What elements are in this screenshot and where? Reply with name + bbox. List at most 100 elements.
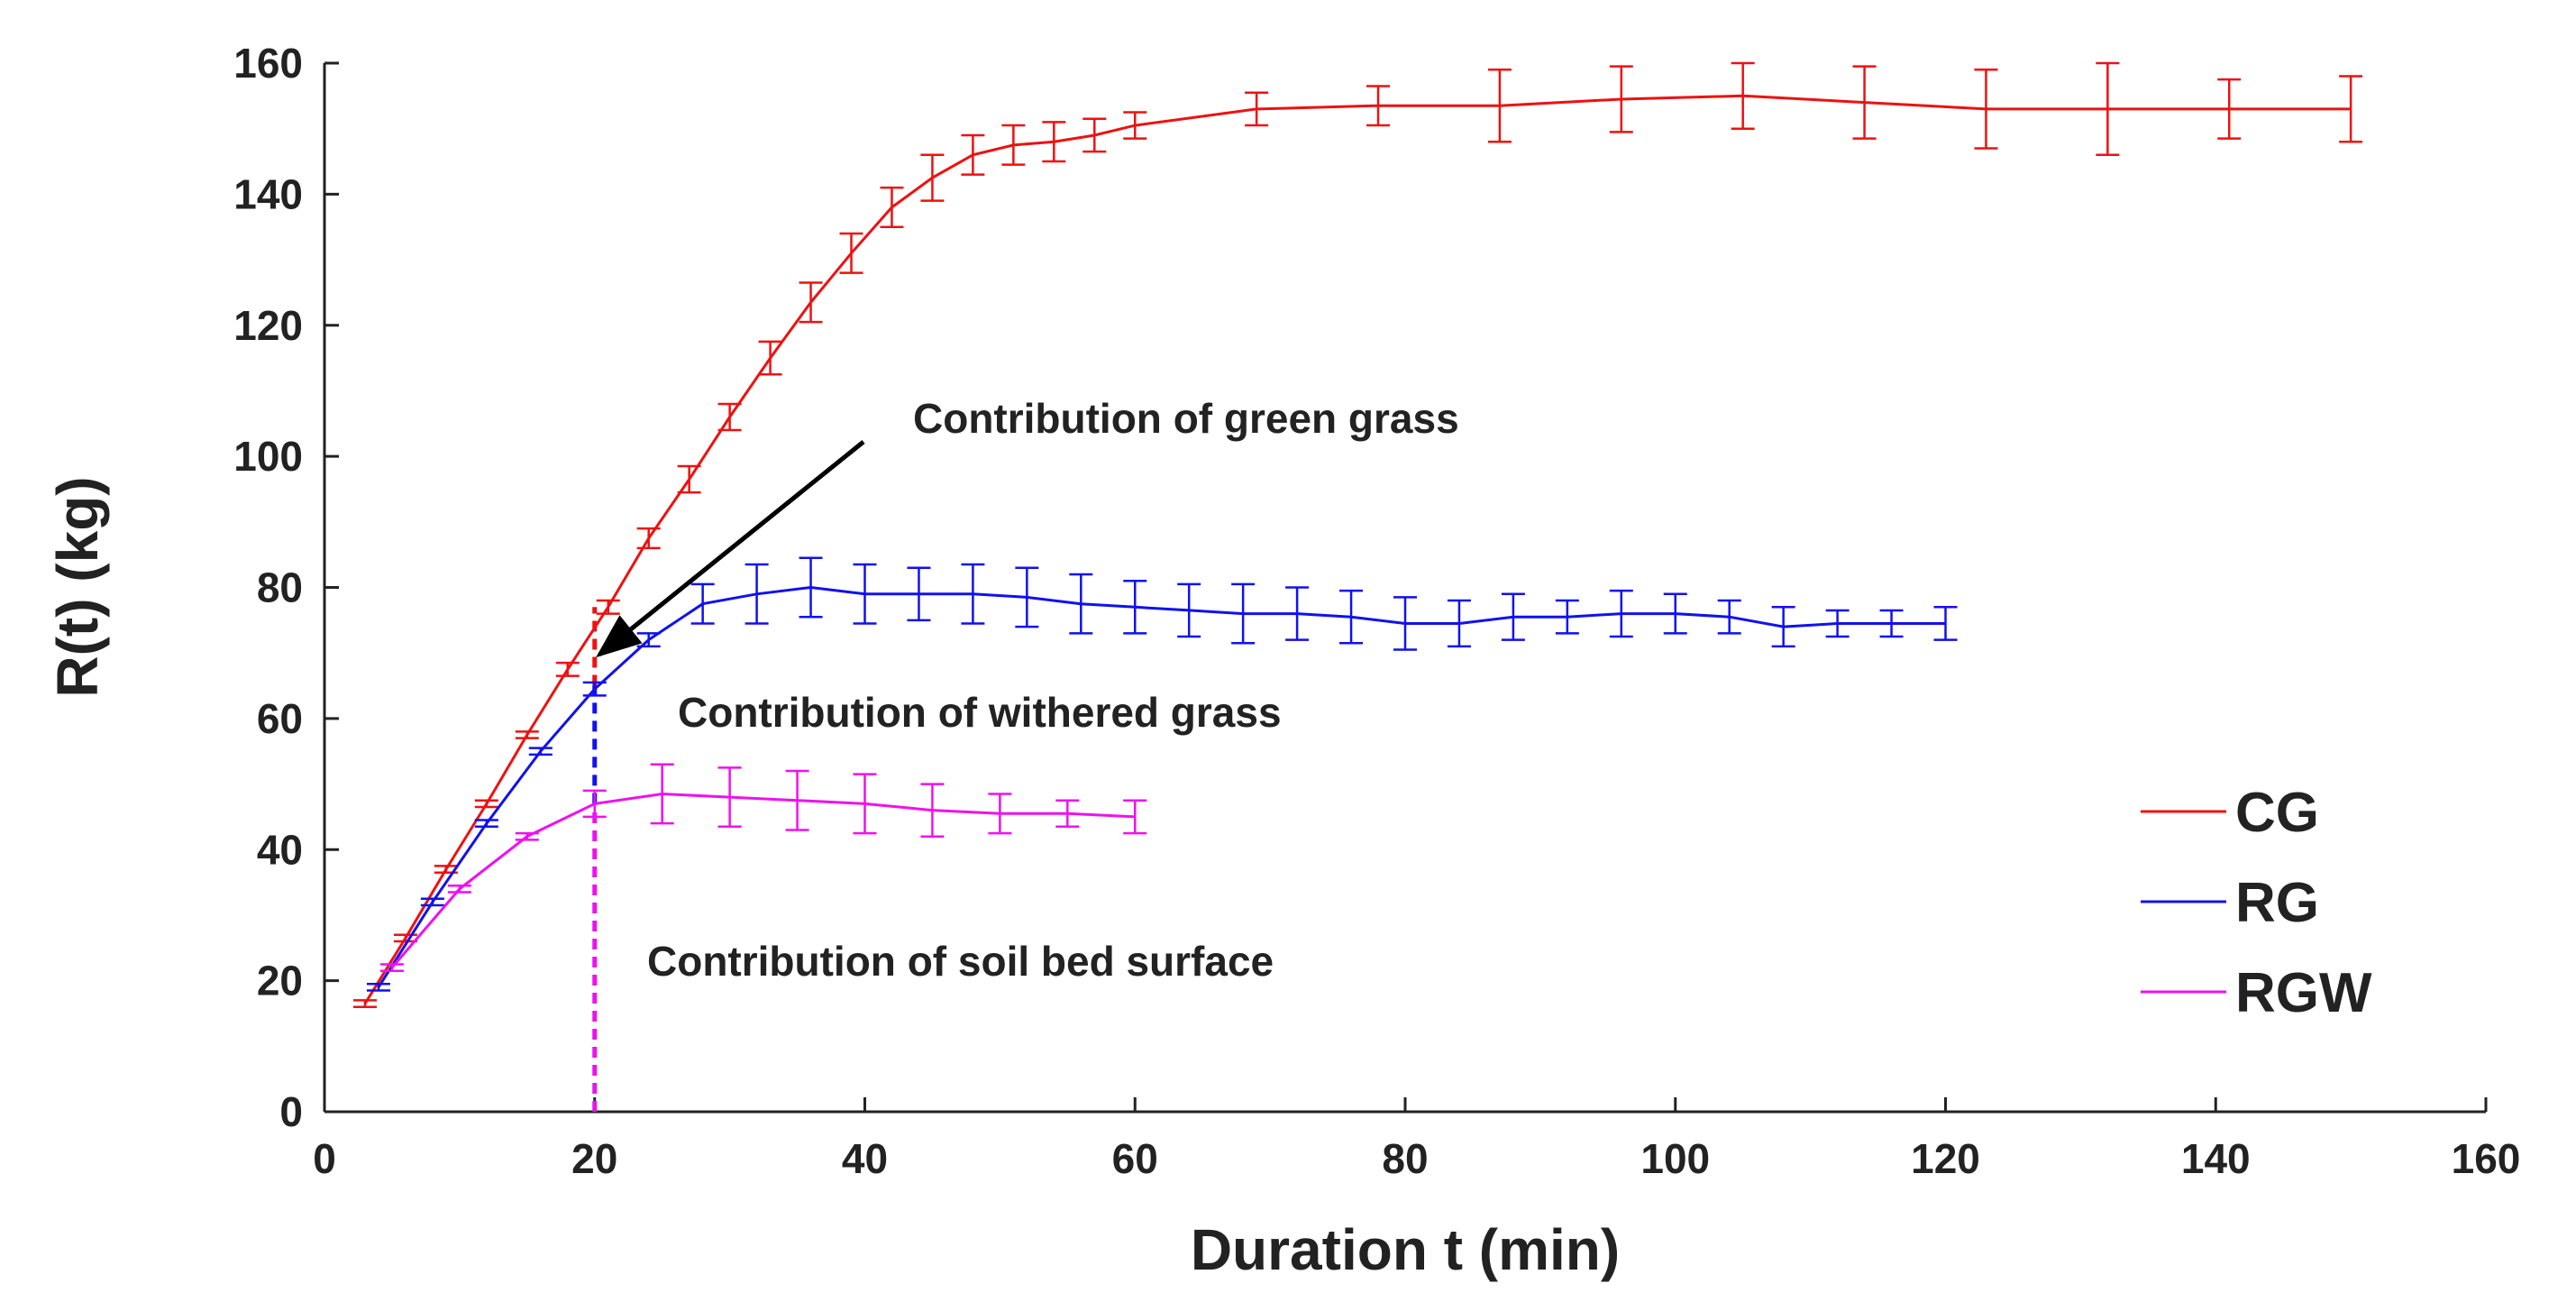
error-bar-rg-8 (799, 556, 823, 619)
y-tick-label-80: 80 (257, 564, 303, 611)
error-bar-cg-25 (1852, 65, 1877, 140)
y-tick-label-140: 140 (233, 170, 303, 217)
error-bar-cg-0 (352, 999, 377, 1008)
error-bar-rgw-7 (853, 773, 877, 835)
annotation-soil-bed-surface: Contribution of soil bed surface (647, 938, 1274, 985)
error-bar-cg-8 (677, 464, 701, 494)
error-bar-rg-14 (1123, 579, 1147, 635)
error-bar-rgw-9 (988, 793, 1012, 835)
legend-label-rg: RG (2235, 872, 2319, 934)
error-bar-cg-27 (2096, 61, 2120, 157)
series-rg (366, 556, 1958, 992)
error-bar-rg-29 (1933, 606, 1958, 641)
error-bar-rg-10 (907, 566, 931, 622)
error-bar-cg-22 (1487, 69, 1512, 143)
error-bar-rgw-0 (379, 963, 404, 972)
y-tick-label-60: 60 (257, 695, 303, 742)
error-bar-rg-4 (582, 681, 607, 697)
series-line-cg (363, 94, 2352, 1004)
y-axis-label: R(t) (kg) (45, 476, 110, 697)
legend-label-cg: CG (2235, 782, 2319, 844)
error-bar-rg-11 (961, 563, 985, 625)
annotation-withered-grass: Contribution of withered grass (678, 689, 1282, 736)
error-bar-cg-24 (1731, 61, 1755, 130)
series-rgw (379, 763, 1147, 972)
error-bar-rg-23 (1609, 589, 1633, 638)
error-bar-rg-27 (1825, 609, 1850, 638)
error-bar-rg-28 (1879, 609, 1904, 638)
error-bar-cg-9 (717, 402, 742, 432)
error-bar-cg-3 (474, 799, 498, 809)
error-bar-rg-1 (420, 897, 444, 907)
series-cg (352, 61, 2363, 1008)
error-bar-rg-13 (1069, 573, 1093, 635)
error-bar-rgw-4 (650, 763, 674, 825)
error-bar-rgw-10 (1055, 799, 1080, 829)
y-tick-label-120: 120 (233, 302, 303, 349)
error-bar-rg-26 (1771, 606, 1795, 648)
y-tick-label-160: 160 (233, 40, 303, 87)
error-bar-cg-21 (1366, 85, 1391, 127)
error-bar-rg-24 (1663, 592, 1687, 635)
legend-label-rgw: RGW (2235, 962, 2372, 1024)
error-bar-rg-3 (528, 747, 553, 756)
error-bar-rgw-2 (515, 831, 539, 841)
error-bar-rgw-8 (920, 783, 945, 838)
error-bar-rg-15 (1177, 582, 1201, 638)
error-bar-rg-16 (1231, 582, 1256, 645)
error-bar-cg-11 (799, 281, 823, 324)
y-tick-label-20: 20 (257, 958, 303, 1004)
error-bar-cg-20 (1245, 91, 1269, 127)
y-tick-label-40: 40 (257, 826, 303, 873)
error-bar-rg-18 (1339, 589, 1364, 645)
error-bar-rgw-5 (717, 766, 742, 829)
x-tick-label-160: 160 (2452, 1135, 2521, 1182)
error-bar-cg-16 (1001, 124, 1026, 166)
error-bar-cg-26 (1974, 69, 1998, 150)
error-bar-rg-2 (474, 819, 498, 829)
x-ticks: 0 20 40 60 80 100 120 140 160 (313, 1097, 2520, 1182)
error-bar-rg-25 (1717, 599, 1741, 635)
error-bar-cg-13 (880, 186, 904, 228)
x-tick-label-100: 100 (1640, 1135, 1710, 1182)
error-bar-rg-17 (1285, 586, 1310, 641)
error-bar-cg-7 (636, 527, 661, 550)
error-bar-cg-12 (839, 232, 863, 274)
x-tick-label-140: 140 (2181, 1135, 2251, 1182)
error-bar-cg-10 (758, 340, 782, 376)
x-tick-label-80: 80 (1382, 1135, 1428, 1182)
x-tick-label-0: 0 (313, 1135, 336, 1182)
legend: CG RG RGW (2141, 782, 2372, 1024)
error-bar-cg-29 (2339, 75, 2363, 143)
error-bar-rg-21 (1501, 592, 1525, 641)
x-axis-label: Duration t (min) (1191, 1217, 1620, 1282)
error-bar-rg-20 (1447, 599, 1471, 648)
x-tick-label-60: 60 (1112, 1135, 1158, 1182)
error-bar-rg-7 (744, 563, 769, 625)
x-tick-label-120: 120 (1911, 1135, 1980, 1182)
error-bar-rg-9 (853, 563, 877, 625)
x-tick-label-20: 20 (571, 1135, 617, 1182)
x-tick-label-40: 40 (842, 1135, 888, 1182)
error-bar-rgw-11 (1123, 799, 1147, 835)
annotation-green-grass: Contribution of green grass (913, 395, 1459, 442)
error-bar-cg-19 (1123, 111, 1147, 140)
error-bar-rgw-1 (447, 884, 471, 894)
error-bar-cg-4 (515, 730, 539, 739)
error-bar-cg-5 (555, 661, 580, 677)
series-line-rg (377, 585, 1946, 988)
error-bar-rg-12 (1015, 566, 1039, 628)
error-bar-rg-22 (1555, 599, 1579, 635)
error-bar-rgw-6 (785, 769, 809, 831)
error-bar-cg-14 (920, 153, 945, 202)
error-bar-rg-6 (690, 582, 715, 625)
error-bar-cg-15 (961, 133, 985, 176)
axes: 0 20 40 60 80 100 120 140 160 0 20 40 60 80 100 120 140… (233, 40, 2520, 1182)
y-tick-label-100: 100 (233, 433, 303, 480)
error-bar-rg-0 (366, 983, 390, 992)
error-bar-cg-28 (2217, 78, 2242, 140)
series-layer (352, 61, 2363, 1008)
series-line-rgw (390, 792, 1136, 969)
error-bar-cg-23 (1609, 65, 1633, 133)
green-grass-arrow (596, 440, 865, 658)
